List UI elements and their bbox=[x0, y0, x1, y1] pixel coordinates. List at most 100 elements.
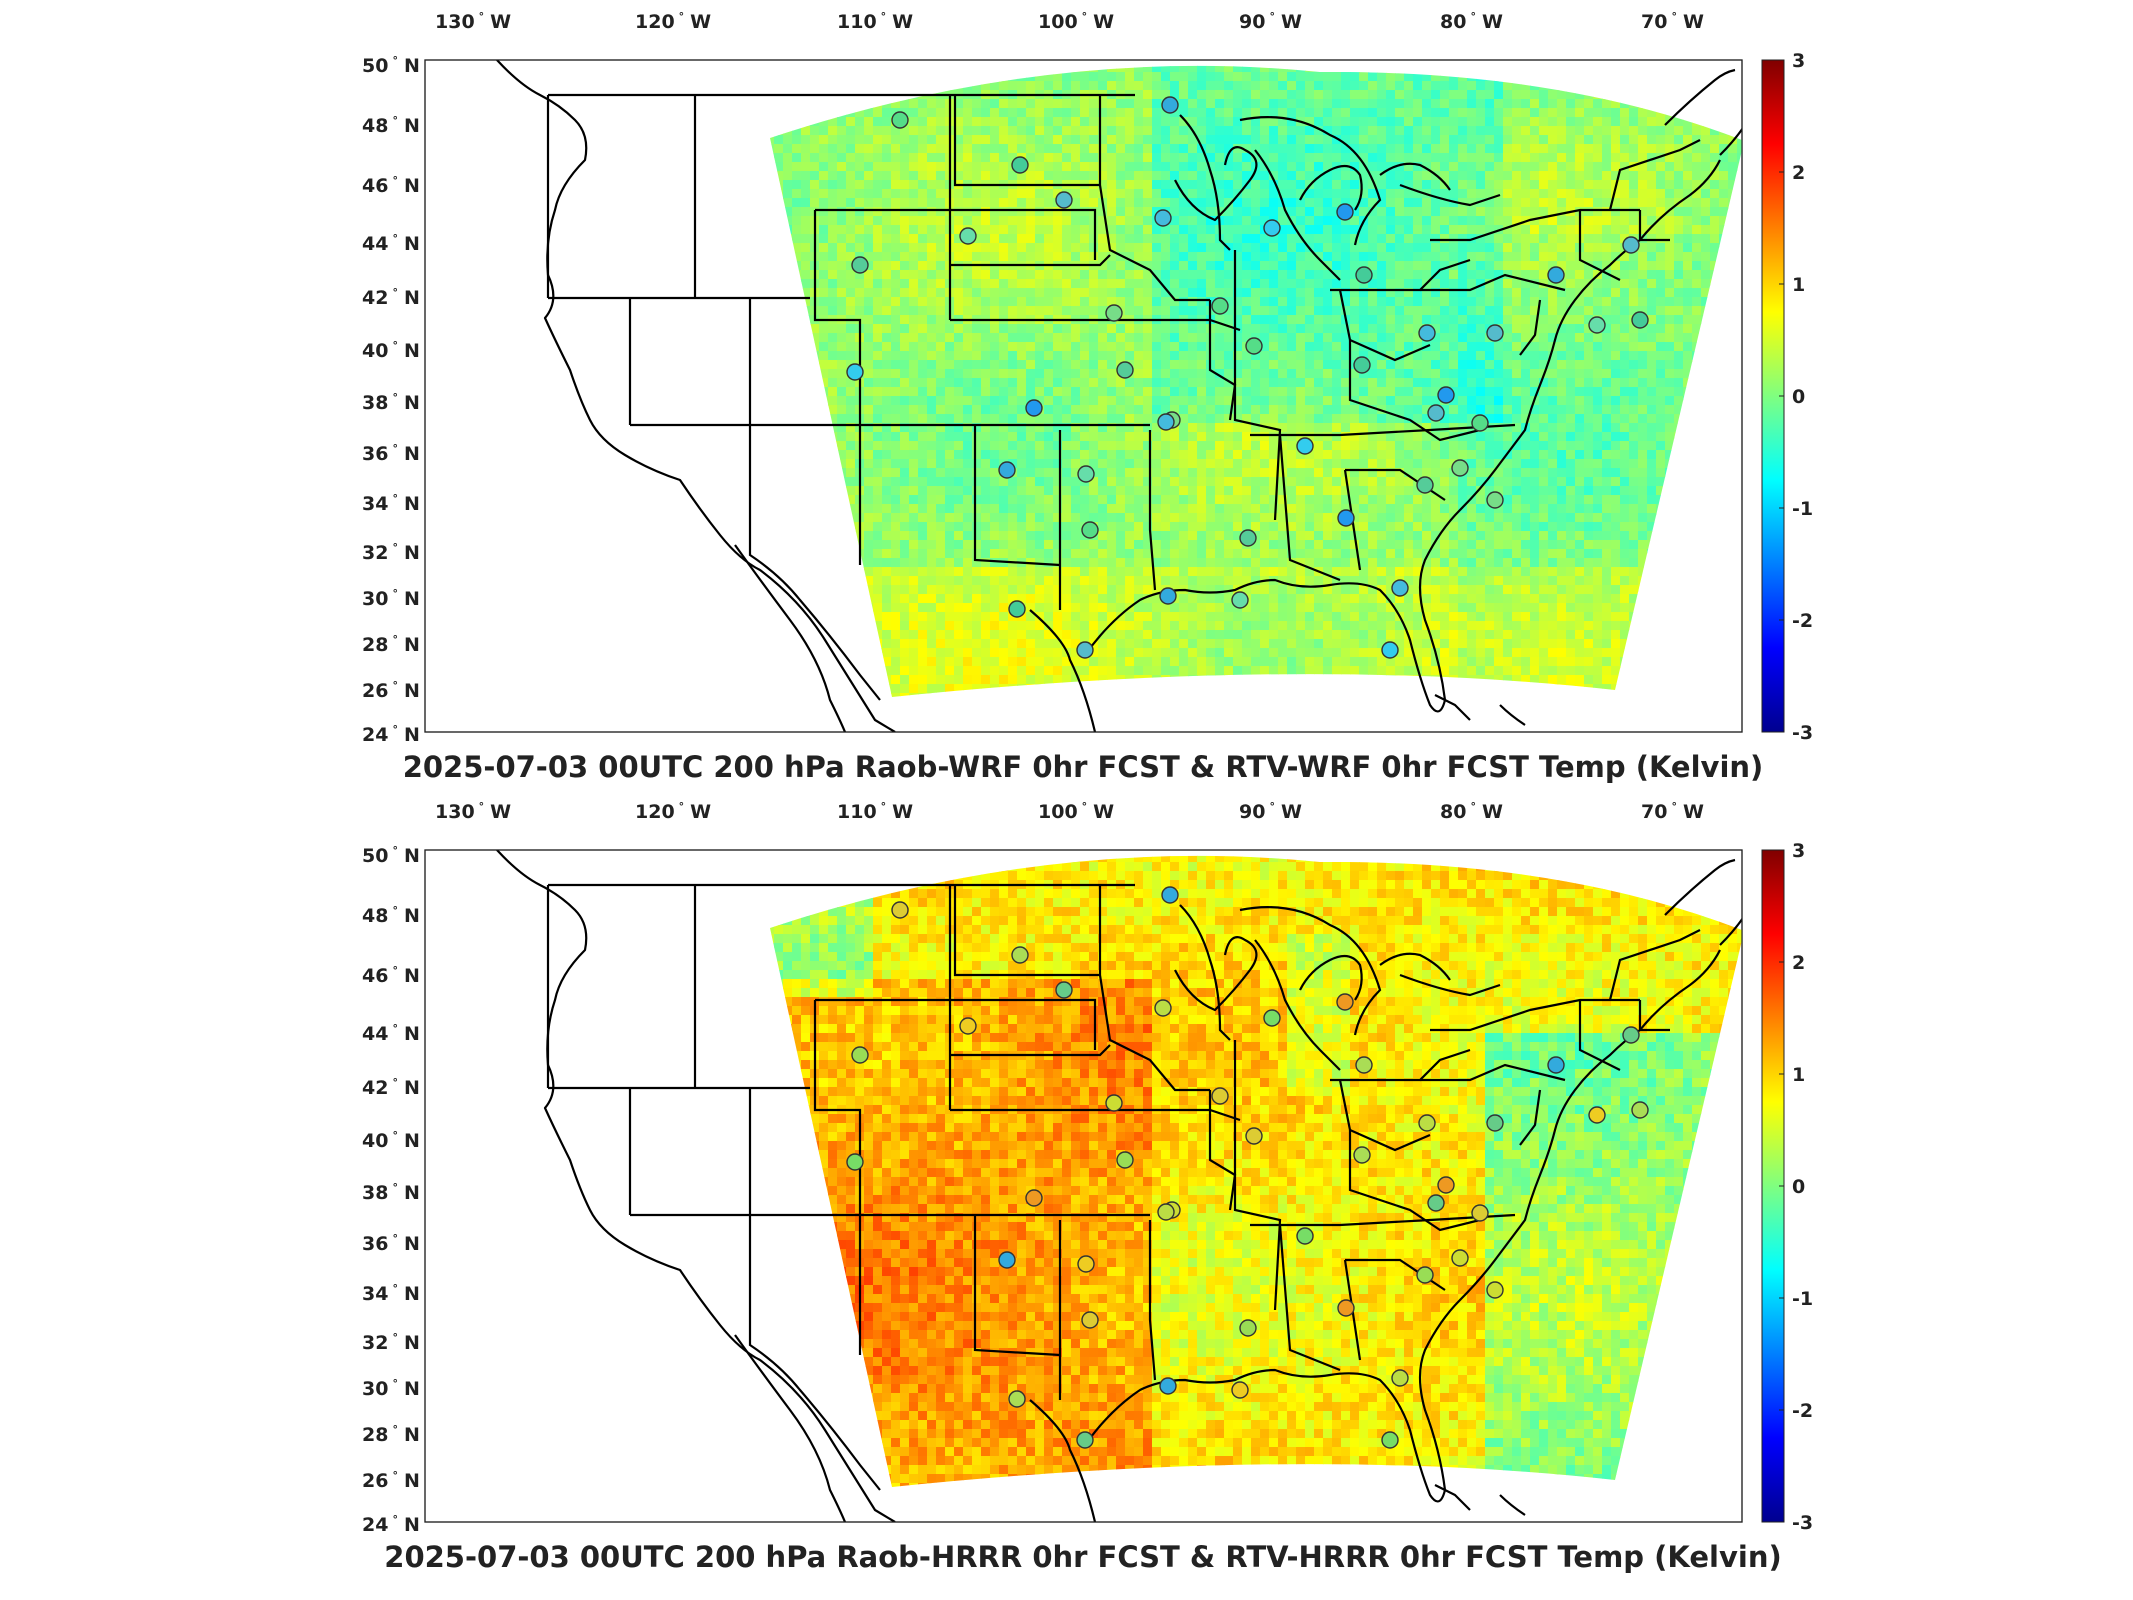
state-border bbox=[1430, 208, 1640, 242]
raob-station-marker bbox=[998, 461, 1016, 479]
lat-tick-label: 46 ° N bbox=[362, 174, 420, 197]
raob-station-marker bbox=[1008, 600, 1026, 618]
state-border bbox=[948, 885, 1097, 1050]
coastline bbox=[734, 1334, 847, 1522]
raob-station-marker bbox=[1451, 1249, 1469, 1267]
state-border bbox=[1348, 340, 1481, 442]
raob-station-marker bbox=[1547, 1056, 1565, 1074]
lat-tick-label: 46 ° N bbox=[362, 964, 420, 987]
coastline bbox=[1084, 949, 1721, 1503]
state-border bbox=[1338, 1079, 1431, 1152]
raob-station-marker bbox=[1336, 993, 1354, 1011]
lat-tick-label: 34 ° N bbox=[362, 492, 420, 515]
lon-tick-label: 90 ° W bbox=[1239, 10, 1302, 33]
state-border bbox=[1330, 258, 1471, 292]
raob-station-marker bbox=[1336, 203, 1354, 221]
lat-tick-label: 38 ° N bbox=[362, 1181, 420, 1204]
lon-tick-label: 110 ° W bbox=[837, 800, 913, 823]
raob-station-marker bbox=[1008, 1390, 1026, 1408]
colorbar-tick-label: 1 bbox=[1792, 274, 1805, 296]
raob-station-marker bbox=[1011, 946, 1029, 964]
lon-tick-label: 130 ° W bbox=[435, 10, 511, 33]
raob-station-marker bbox=[1437, 1176, 1455, 1194]
colorbar-tick-label: -1 bbox=[1792, 498, 1813, 520]
state-border bbox=[1233, 1040, 1282, 1311]
raob-station-marker bbox=[1486, 1114, 1504, 1132]
state-border bbox=[1098, 885, 1210, 1092]
lat-tick-label: 26 ° N bbox=[362, 1469, 420, 1492]
raob-station-marker bbox=[1427, 404, 1445, 422]
colorbar-tick-label: 3 bbox=[1792, 50, 1805, 72]
raob-station-marker bbox=[1486, 491, 1504, 509]
lon-tick-label: 130 ° W bbox=[435, 800, 511, 823]
map-border bbox=[424, 59, 1743, 733]
raob-station-marker bbox=[1239, 529, 1257, 547]
coastline bbox=[1379, 952, 1451, 981]
raob-station-marker bbox=[1631, 311, 1649, 329]
coastline bbox=[1664, 858, 1736, 916]
coastline bbox=[1719, 127, 1742, 156]
lon-tick-label: 80 ° W bbox=[1440, 10, 1503, 33]
lon-tick-label: 70 ° W bbox=[1641, 10, 1704, 33]
raob-station-marker bbox=[1076, 1431, 1094, 1449]
state-border bbox=[1148, 1220, 1157, 1381]
raob-station-marker bbox=[1239, 1319, 1257, 1337]
coastline bbox=[1379, 162, 1451, 191]
map-panel-hrrr: 130 ° W 120 ° W 110 ° W 100 ° W 90 ° W 80 ° W 70 ° W 50 ° N 48 ° N… bbox=[362, 800, 1813, 1574]
state-border bbox=[1208, 300, 1237, 421]
lat-tick-label: 30 ° N bbox=[362, 1377, 420, 1400]
raob-station-marker bbox=[1353, 356, 1371, 374]
raob-station-marker bbox=[1296, 1227, 1314, 1245]
raob-station-marker bbox=[1427, 1194, 1445, 1212]
coastline bbox=[1499, 704, 1526, 726]
panel-title: 2025-07-03 00UTC 200 hPa Raob-WRF 0hr FC… bbox=[403, 750, 1764, 784]
raob-station-marker bbox=[1622, 236, 1640, 254]
model-difference-field bbox=[770, 65, 1742, 698]
state-border bbox=[1519, 1089, 1542, 1146]
state-border bbox=[1148, 430, 1157, 591]
geography-lines bbox=[496, 850, 1742, 1522]
coastline bbox=[1664, 68, 1736, 126]
raob-station-marker bbox=[1588, 1106, 1606, 1124]
raob-station-marker bbox=[1263, 219, 1281, 237]
coastline bbox=[496, 850, 896, 1522]
model-difference-field bbox=[770, 855, 1742, 1488]
raob-station-marker bbox=[1077, 465, 1095, 483]
colorbar-tick-label: -1 bbox=[1792, 1288, 1813, 1310]
coastline bbox=[1029, 609, 1097, 732]
state-border bbox=[973, 1215, 1061, 1357]
map-panel-wrf: 130 ° W 120 ° W 110 ° W 100 ° W 90 ° W 80 ° W 70 ° W 50 ° N 48 ° N… bbox=[362, 10, 1813, 784]
state-border bbox=[1348, 1130, 1481, 1232]
raob-station-marker bbox=[1159, 1377, 1177, 1395]
coastline bbox=[1434, 694, 1471, 721]
lat-tick-label: 44 ° N bbox=[362, 232, 420, 255]
state-border bbox=[813, 210, 862, 565]
coastline bbox=[1084, 159, 1721, 713]
raob-station-marker bbox=[1154, 209, 1172, 227]
state-border bbox=[1420, 273, 1566, 292]
raob-station-marker bbox=[1418, 1114, 1436, 1132]
lat-tick-label: 48 ° N bbox=[362, 114, 420, 137]
raob-station-marker bbox=[1245, 1127, 1263, 1145]
raob-station-marker bbox=[1116, 361, 1134, 379]
raob-station-marker bbox=[1231, 1381, 1249, 1399]
lat-tick-label: 28 ° N bbox=[362, 633, 420, 656]
state-border bbox=[1430, 998, 1640, 1032]
lon-tick-label: 100 ° W bbox=[1038, 10, 1114, 33]
lat-tick-label: 50 ° N bbox=[362, 844, 420, 867]
raob-station-marker bbox=[959, 227, 977, 245]
coastline bbox=[1719, 917, 1742, 946]
lat-tick-label: 34 ° N bbox=[362, 1282, 420, 1305]
raob-station-marker bbox=[1105, 1094, 1123, 1112]
state-border bbox=[1638, 1000, 1670, 1032]
raob-station-marker bbox=[851, 256, 869, 274]
colorbar-tick-label: 0 bbox=[1792, 1176, 1805, 1198]
coastline bbox=[1029, 1399, 1097, 1522]
state-border bbox=[1254, 939, 1341, 1071]
raob-station-marker bbox=[1547, 266, 1565, 284]
raob-station-marker bbox=[1245, 337, 1263, 355]
state-border bbox=[1578, 1000, 1621, 1071]
raob-stations bbox=[846, 886, 1649, 1449]
raob-station-marker bbox=[846, 363, 864, 381]
raob-station-marker bbox=[1337, 509, 1355, 527]
